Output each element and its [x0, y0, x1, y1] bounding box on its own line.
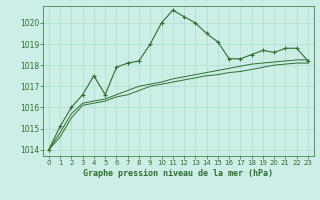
X-axis label: Graphe pression niveau de la mer (hPa): Graphe pression niveau de la mer (hPa) — [84, 169, 273, 178]
